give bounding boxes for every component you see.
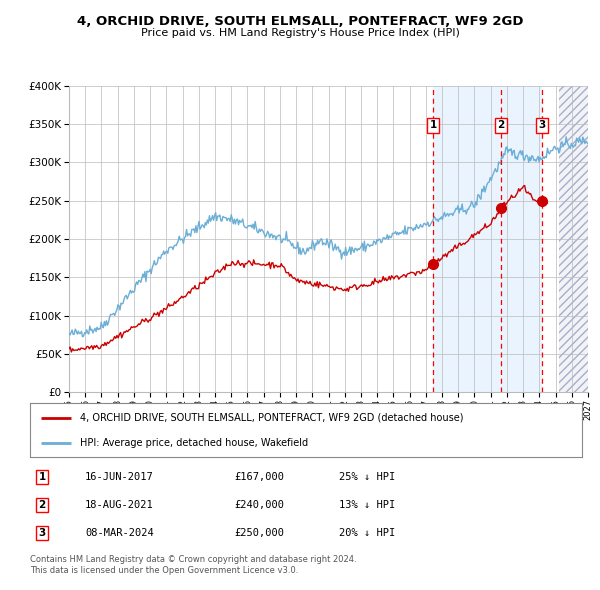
Text: HPI: Average price, detached house, Wakefield: HPI: Average price, detached house, Wake…: [80, 438, 308, 448]
Text: Contains HM Land Registry data © Crown copyright and database right 2024.: Contains HM Land Registry data © Crown c…: [30, 555, 356, 563]
Text: 1: 1: [430, 120, 437, 130]
Text: £167,000: £167,000: [234, 472, 284, 482]
Text: This data is licensed under the Open Government Licence v3.0.: This data is licensed under the Open Gov…: [30, 566, 298, 575]
Text: 08-MAR-2024: 08-MAR-2024: [85, 528, 154, 538]
Text: 4, ORCHID DRIVE, SOUTH ELMSALL, PONTEFRACT, WF9 2GD (detached house): 4, ORCHID DRIVE, SOUTH ELMSALL, PONTEFRA…: [80, 412, 463, 422]
Text: Price paid vs. HM Land Registry's House Price Index (HPI): Price paid vs. HM Land Registry's House …: [140, 28, 460, 38]
Text: 16-JUN-2017: 16-JUN-2017: [85, 472, 154, 482]
Text: 20% ↓ HPI: 20% ↓ HPI: [339, 528, 395, 538]
Text: 1: 1: [38, 472, 46, 482]
Text: 18-AUG-2021: 18-AUG-2021: [85, 500, 154, 510]
Text: 13% ↓ HPI: 13% ↓ HPI: [339, 500, 395, 510]
Bar: [433, 86, 542, 392]
Text: 3: 3: [38, 528, 46, 538]
Text: 3: 3: [539, 120, 546, 130]
Text: 2: 2: [38, 500, 46, 510]
Text: 2: 2: [497, 120, 505, 130]
Bar: [559, 86, 588, 392]
Text: £250,000: £250,000: [234, 528, 284, 538]
Text: 25% ↓ HPI: 25% ↓ HPI: [339, 472, 395, 482]
Bar: [559, 86, 588, 392]
Text: £240,000: £240,000: [234, 500, 284, 510]
Text: 4, ORCHID DRIVE, SOUTH ELMSALL, PONTEFRACT, WF9 2GD: 4, ORCHID DRIVE, SOUTH ELMSALL, PONTEFRA…: [77, 15, 523, 28]
